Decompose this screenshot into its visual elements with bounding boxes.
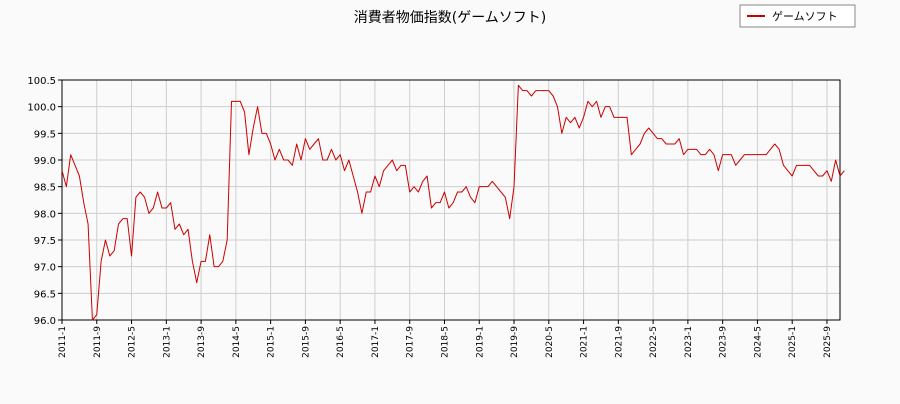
x-tick-label: 2017-9: [406, 326, 416, 358]
x-tick-label: 2015-1: [267, 326, 277, 358]
grid: [61, 79, 840, 321]
y-tick-label: 100.0: [27, 103, 56, 114]
y-tick-label: 97.0: [34, 263, 56, 274]
y-tick-label: 98.5: [34, 183, 56, 194]
legend: ゲームソフト: [739, 4, 856, 28]
x-tick-label: 2023-1: [684, 326, 694, 358]
x-tick-label: 2025-9: [823, 326, 833, 358]
x-tick-label: 2014-5: [232, 326, 242, 358]
x-tick-label: 2016-5: [336, 326, 346, 358]
y-tick-label: 96.0: [34, 316, 56, 327]
x-tick-label: 2019-1: [475, 326, 485, 358]
y-tick-label: 100.5: [27, 76, 56, 87]
legend-label: ゲームソフト: [772, 10, 838, 23]
y-tick-label: 98.0: [34, 209, 56, 220]
x-tick-label: 2023-9: [719, 326, 729, 358]
x-tick-label: 2024-5: [753, 326, 763, 358]
plot-frame: [61, 79, 841, 321]
x-tick-label: 2017-1: [371, 326, 381, 358]
x-tick-label: 2020-5: [545, 326, 555, 358]
y-tick-label: 99.0: [34, 156, 56, 167]
x-tick-label: 2011-9: [93, 326, 103, 358]
legend-box: [739, 4, 856, 28]
x-tick-label: 2025-1: [788, 326, 798, 358]
x-tick-label: 2021-9: [614, 326, 624, 358]
series-line-game-software: [61, 84, 845, 321]
x-tick-label: 2018-5: [440, 326, 450, 358]
x-tick-label: 2012-5: [128, 326, 138, 358]
x-tick-label: 2022-5: [649, 326, 659, 358]
x-tick-label: 2021-1: [580, 326, 590, 358]
x-axis-ticks: 2011-1 2011-9 2012-5 2013-1 2013-9 2014-5 2015…: [58, 320, 833, 358]
series-layer: [61, 84, 845, 321]
x-tick-label: 2015-9: [301, 326, 311, 358]
y-tick-label: 96.5: [34, 289, 56, 300]
x-tick-label: 2011-1: [58, 326, 68, 358]
y-axis-ticks: 96.0 96.5 97.0 97.5 98.0 98.5 99.0 99.5 100.0 100…: [27, 76, 62, 327]
y-tick-label: 99.5: [34, 129, 56, 140]
x-tick-label: 2013-1: [162, 326, 172, 358]
chart-title: 消費者物価指数(ゲームソフト): [354, 10, 547, 26]
y-tick-label: 97.5: [34, 236, 56, 247]
x-tick-label: 2019-9: [510, 326, 520, 358]
x-tick-label: 2013-9: [197, 326, 207, 358]
